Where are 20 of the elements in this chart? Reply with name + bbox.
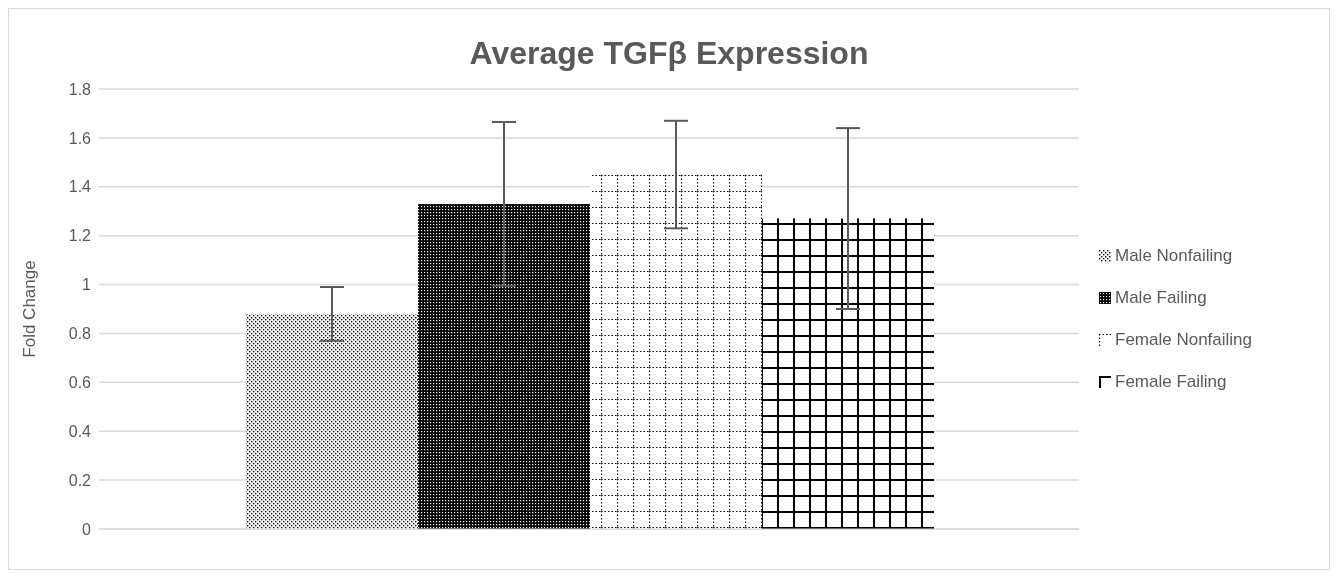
- y-tick-label: 0.8: [68, 325, 92, 343]
- legend-label: Male Nonfailing: [1115, 246, 1233, 266]
- bar: [246, 313, 418, 529]
- legend-label: Male Failing: [1115, 288, 1207, 308]
- y-tick-label: 0.2: [68, 471, 92, 489]
- bar: [590, 174, 762, 529]
- legend-label: Female Nonfailing: [1115, 330, 1253, 350]
- bar: [418, 203, 590, 529]
- y-tick-label: 0: [82, 520, 92, 538]
- y-tick-label: 1.2: [68, 227, 92, 245]
- legend-label: Female Failing: [1115, 372, 1227, 392]
- y-tick-label: 1.6: [68, 129, 92, 147]
- y-tick-label: 1: [82, 276, 92, 294]
- y-tick-label: 1.4: [68, 178, 92, 196]
- chart-title: Average TGFβ Expression: [468, 35, 870, 73]
- y-axis-title: Fold Change: [20, 260, 40, 358]
- y-tick-label: 0.6: [68, 374, 92, 392]
- y-tick-label: 1.8: [68, 80, 92, 98]
- bar: [762, 218, 934, 529]
- y-tick-label: 0.4: [68, 422, 92, 440]
